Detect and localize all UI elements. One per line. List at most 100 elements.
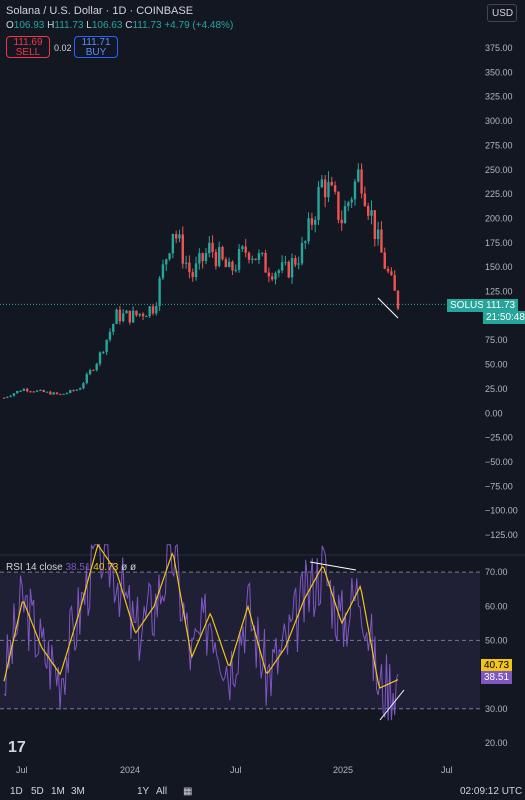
candle-body — [121, 313, 125, 322]
price-axis-label: 225.00 — [485, 189, 513, 199]
candle-body — [184, 262, 188, 264]
candle-body — [9, 395, 12, 397]
candle-body — [69, 390, 72, 393]
candle-body — [16, 390, 19, 394]
candle-body — [221, 247, 224, 260]
price-axis-label: −25.00 — [485, 433, 513, 443]
rsi-axis-label: 30.00 — [485, 704, 508, 714]
candle-body — [181, 234, 184, 264]
utc-clock: 02:09:12 UTC — [460, 786, 523, 797]
price-axis-label: −125.00 — [485, 530, 518, 540]
calendar-icon[interactable]: ▦ — [183, 786, 193, 797]
candle-body — [191, 272, 194, 278]
tradingview-logo: 17 — [8, 739, 26, 756]
range-3m[interactable]: 3M — [71, 786, 85, 797]
sell-button[interactable]: 111.69 SELL — [6, 36, 50, 58]
candle-body — [55, 392, 59, 394]
candle-body — [165, 259, 168, 265]
symbol-tag: SOLUSD — [447, 299, 495, 312]
range-1d[interactable]: 1D — [10, 786, 23, 797]
candle-body — [131, 310, 135, 323]
price-axis-label: 375.00 — [485, 43, 513, 53]
candle-body — [314, 219, 317, 225]
candle-body — [360, 169, 363, 194]
candle-body — [25, 388, 29, 392]
candle-body — [49, 391, 52, 395]
candle-body — [294, 258, 297, 265]
price-axis-label: 250.00 — [485, 165, 513, 175]
candle-body — [52, 392, 55, 395]
candle-body — [78, 388, 82, 390]
candle-body — [115, 309, 118, 325]
symbol-title[interactable]: Solana / U.S. Dollar · 1D · COINBASE — [6, 5, 194, 17]
candle-body — [241, 246, 244, 250]
candle-body — [367, 205, 370, 216]
candle-body — [383, 252, 386, 269]
candle-body — [112, 324, 115, 332]
currency-select[interactable]: USD — [487, 4, 517, 22]
candle-body — [82, 383, 85, 389]
candle-body — [340, 219, 343, 224]
rsi-divergence-line — [379, 689, 405, 721]
price-axis-label: −50.00 — [485, 457, 513, 467]
range-5d[interactable]: 5D — [31, 786, 44, 797]
candle-body — [237, 249, 241, 270]
candle-body — [264, 252, 267, 273]
price-axis-label: 200.00 — [485, 213, 513, 223]
time-label: 2025 — [333, 765, 354, 775]
candle-body — [98, 352, 102, 364]
candle-body — [201, 253, 204, 262]
candle-body — [171, 233, 175, 254]
candle-body — [363, 193, 367, 206]
candle-body — [211, 242, 214, 252]
candle-body — [300, 242, 304, 264]
price-axis-label: −75.00 — [485, 481, 513, 491]
candle-body — [386, 268, 390, 272]
candle-body — [297, 263, 300, 265]
candle-body — [105, 339, 108, 353]
candle-body — [317, 187, 320, 220]
candle-body — [42, 389, 45, 393]
candle-body — [287, 261, 290, 278]
candle-body — [92, 370, 95, 372]
candle-body — [224, 259, 228, 268]
candle-body — [65, 392, 69, 394]
divergence-line — [377, 297, 399, 319]
candle-body — [370, 210, 373, 216]
candle-body — [178, 234, 181, 239]
countdown-tag: 21:50:48 — [483, 311, 525, 324]
candle-body — [373, 210, 377, 240]
time-label: Jul — [16, 765, 28, 775]
candle-body — [35, 390, 39, 392]
candle-body — [251, 258, 254, 260]
candle-body — [323, 179, 327, 198]
candle-body — [88, 370, 92, 375]
price-axis-label: 50.00 — [485, 360, 508, 370]
candle-body — [45, 391, 49, 393]
candle-body — [141, 313, 145, 317]
price-axis-label: 275.00 — [485, 140, 513, 150]
candle-body — [128, 310, 132, 323]
candle-body — [231, 261, 234, 271]
candle-body — [267, 272, 271, 277]
range-1y[interactable]: 1Y — [137, 786, 150, 797]
candle-body — [257, 253, 261, 260]
candle-body — [270, 276, 274, 280]
range-bar: 1D 5D 1M 3M 1Y All ▦ 02:09:12 UTC — [0, 784, 525, 800]
price-candles — [2, 163, 400, 399]
candle-body — [198, 253, 201, 264]
candle-body — [357, 169, 360, 182]
candle-body — [234, 269, 237, 271]
range-1m[interactable]: 1M — [51, 786, 65, 797]
candle-body — [188, 262, 191, 273]
rsi-ma-line — [3, 543, 399, 689]
candle-body — [376, 229, 380, 240]
range-all[interactable]: All — [156, 786, 168, 797]
candle-body — [330, 181, 333, 186]
rsi-legend[interactable]: RSI 14 close 38.51 40.73 ø ø — [6, 562, 137, 573]
price-axis-label: 25.00 — [485, 384, 508, 394]
ohlc-readout: O106.93 H111.73 L106.63 C111.73 +4.79 (+… — [6, 20, 234, 31]
buy-button[interactable]: 111.71 BUY — [74, 36, 118, 58]
candle-body — [284, 261, 287, 263]
